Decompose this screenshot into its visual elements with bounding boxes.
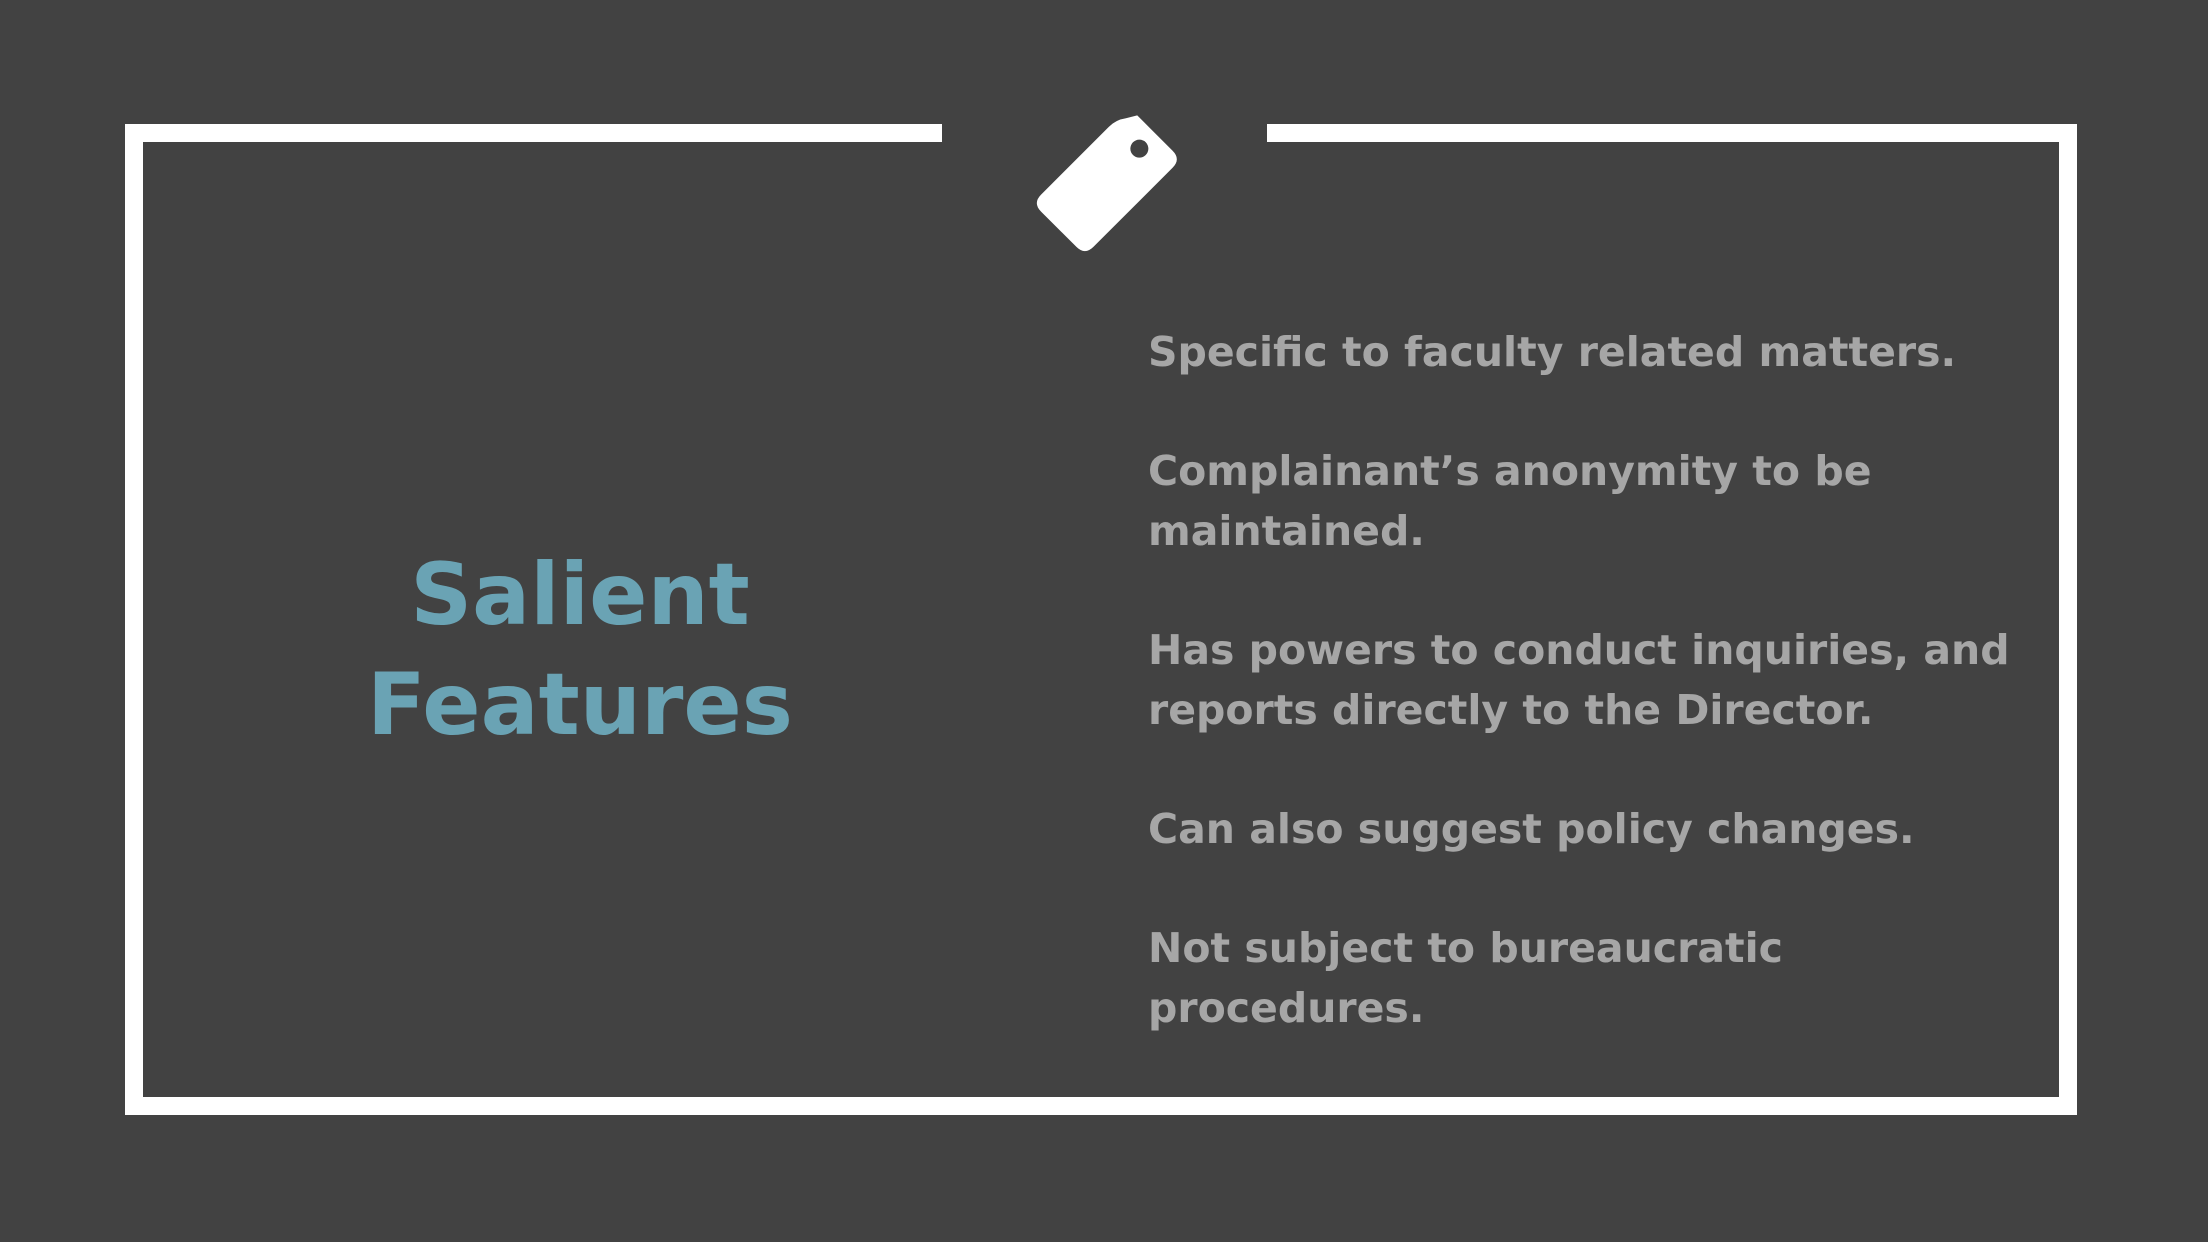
price-tag-icon [1036, 115, 1177, 252]
features-list: Specific to faculty related matters. Com… [1148, 322, 2018, 1097]
slide-title-line-1: Salient [410, 545, 750, 645]
frame-bottom-border [125, 1097, 2077, 1115]
frame-left-border [125, 124, 143, 1115]
feature-item: Specific to faculty related matters. [1148, 328, 1957, 376]
frame-top-left-border [125, 124, 942, 142]
frame-right-border [2059, 124, 2077, 1115]
feature-item: Has powers to conduct inquiries, and rep… [1148, 626, 2010, 734]
feature-item: Complainant’s anonymity to be maintained… [1148, 447, 1872, 555]
slide-title-line-2: Features [367, 655, 793, 755]
slide-title: Salient Features [300, 540, 860, 760]
frame-top-right-border [1267, 124, 2077, 142]
feature-item: Can also suggest policy changes. [1148, 805, 1915, 853]
feature-item: Not subject to bureaucratic procedures. [1148, 924, 1783, 1032]
